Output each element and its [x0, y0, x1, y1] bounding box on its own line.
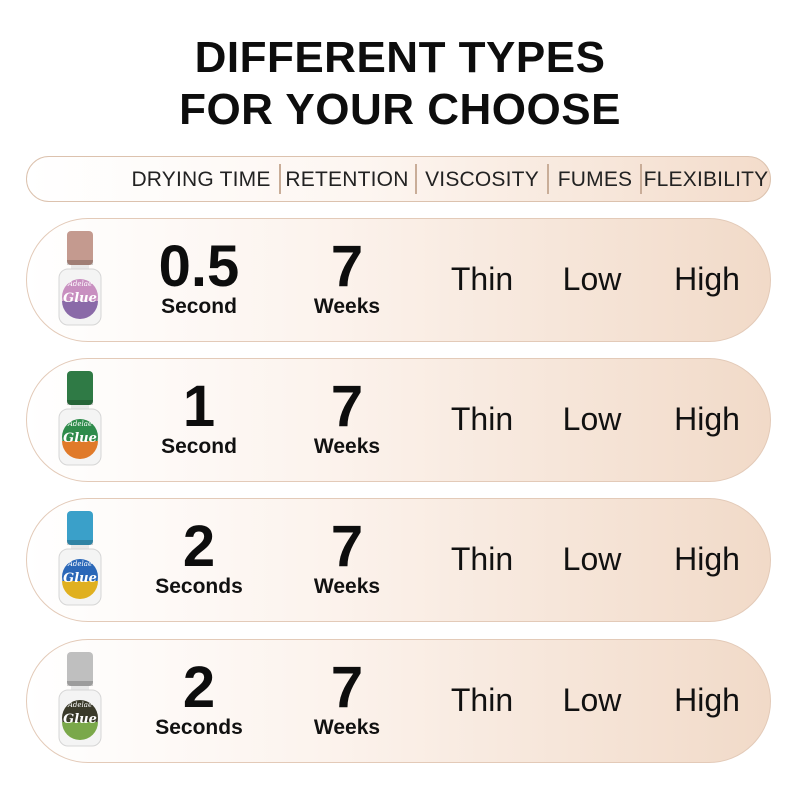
- drying-value: 2: [182, 514, 216, 579]
- flexibility-value: High: [674, 261, 740, 297]
- retention-value: 7: [330, 234, 364, 299]
- header-retention: RETENTION: [285, 168, 409, 191]
- fumes-value: Low: [562, 682, 622, 718]
- fumes-value: Low: [562, 541, 622, 577]
- comparison-header: DRYING TIME RETENTION VISCOSITY FUMES FL…: [26, 156, 771, 202]
- header-divider: [415, 164, 417, 194]
- retention-unit: Weeks: [313, 716, 381, 739]
- drying-unit: Seconds: [155, 716, 243, 739]
- retention-unit: Weeks: [313, 295, 381, 318]
- fumes-value: Low: [562, 261, 622, 297]
- retention-value: 7: [330, 514, 364, 579]
- drying-value: 2: [182, 655, 216, 720]
- product-row: Adelae Glue 1 Second 7 Weeks Thin Low Hi…: [26, 358, 771, 482]
- header-fumes: FUMES: [557, 168, 633, 191]
- flexibility-value: High: [674, 541, 740, 577]
- header-divider: [547, 164, 549, 194]
- bottle-brand-text: Adelae: [67, 701, 92, 709]
- bottle-label-text: Glue: [63, 571, 97, 586]
- viscosity-value: Thin: [450, 401, 514, 437]
- header-divider: [640, 164, 642, 194]
- bottle-label-text: Glue: [63, 431, 97, 446]
- bottle-brand-text: Adelae: [67, 420, 92, 428]
- glue-bottle-icon: Adelae Glue: [58, 231, 102, 326]
- drying-unit: Second: [161, 295, 237, 318]
- header-drying-time: DRYING TIME: [131, 168, 271, 191]
- header-viscosity: VISCOSITY: [425, 168, 539, 191]
- flexibility-value: High: [674, 682, 740, 718]
- header-flexibility: FLEXIBILITY: [643, 168, 769, 191]
- header-divider: [279, 164, 281, 194]
- page-title: DIFFERENT TYPES FOR YOUR CHOOSE: [0, 32, 800, 136]
- viscosity-value: Thin: [450, 261, 514, 297]
- drying-unit: Second: [161, 435, 237, 458]
- viscosity-value: Thin: [450, 541, 514, 577]
- viscosity-value: Thin: [450, 682, 514, 718]
- fumes-value: Low: [562, 401, 622, 437]
- title-line-1: DIFFERENT TYPES: [194, 33, 606, 82]
- flexibility-value: High: [674, 401, 740, 437]
- product-row: Adelae Glue 2 Seconds 7 Weeks Thin Low H…: [26, 498, 771, 622]
- drying-value: 1: [182, 374, 216, 439]
- product-row: Adelae Glue 2 Seconds 7 Weeks Thin Low H…: [26, 639, 771, 763]
- retention-value: 7: [330, 655, 364, 720]
- drying-value: 0.5: [158, 234, 240, 299]
- glue-bottle-icon: Adelae Glue: [58, 652, 102, 747]
- glue-bottle-icon: Adelae Glue: [58, 511, 102, 606]
- bottle-brand-text: Adelae: [67, 280, 92, 288]
- product-row: Adelae Glue 0.5 Second 7 Weeks Thin Low …: [26, 218, 771, 342]
- retention-unit: Weeks: [313, 575, 381, 598]
- title-line-2: FOR YOUR CHOOSE: [179, 85, 621, 134]
- drying-unit: Seconds: [155, 575, 243, 598]
- retention-unit: Weeks: [313, 435, 381, 458]
- bottle-brand-text: Adelae: [67, 560, 92, 568]
- retention-value: 7: [330, 374, 364, 439]
- bottle-label-text: Glue: [63, 291, 97, 306]
- glue-bottle-icon: Adelae Glue: [58, 371, 102, 466]
- bottle-label-text: Glue: [63, 712, 97, 727]
